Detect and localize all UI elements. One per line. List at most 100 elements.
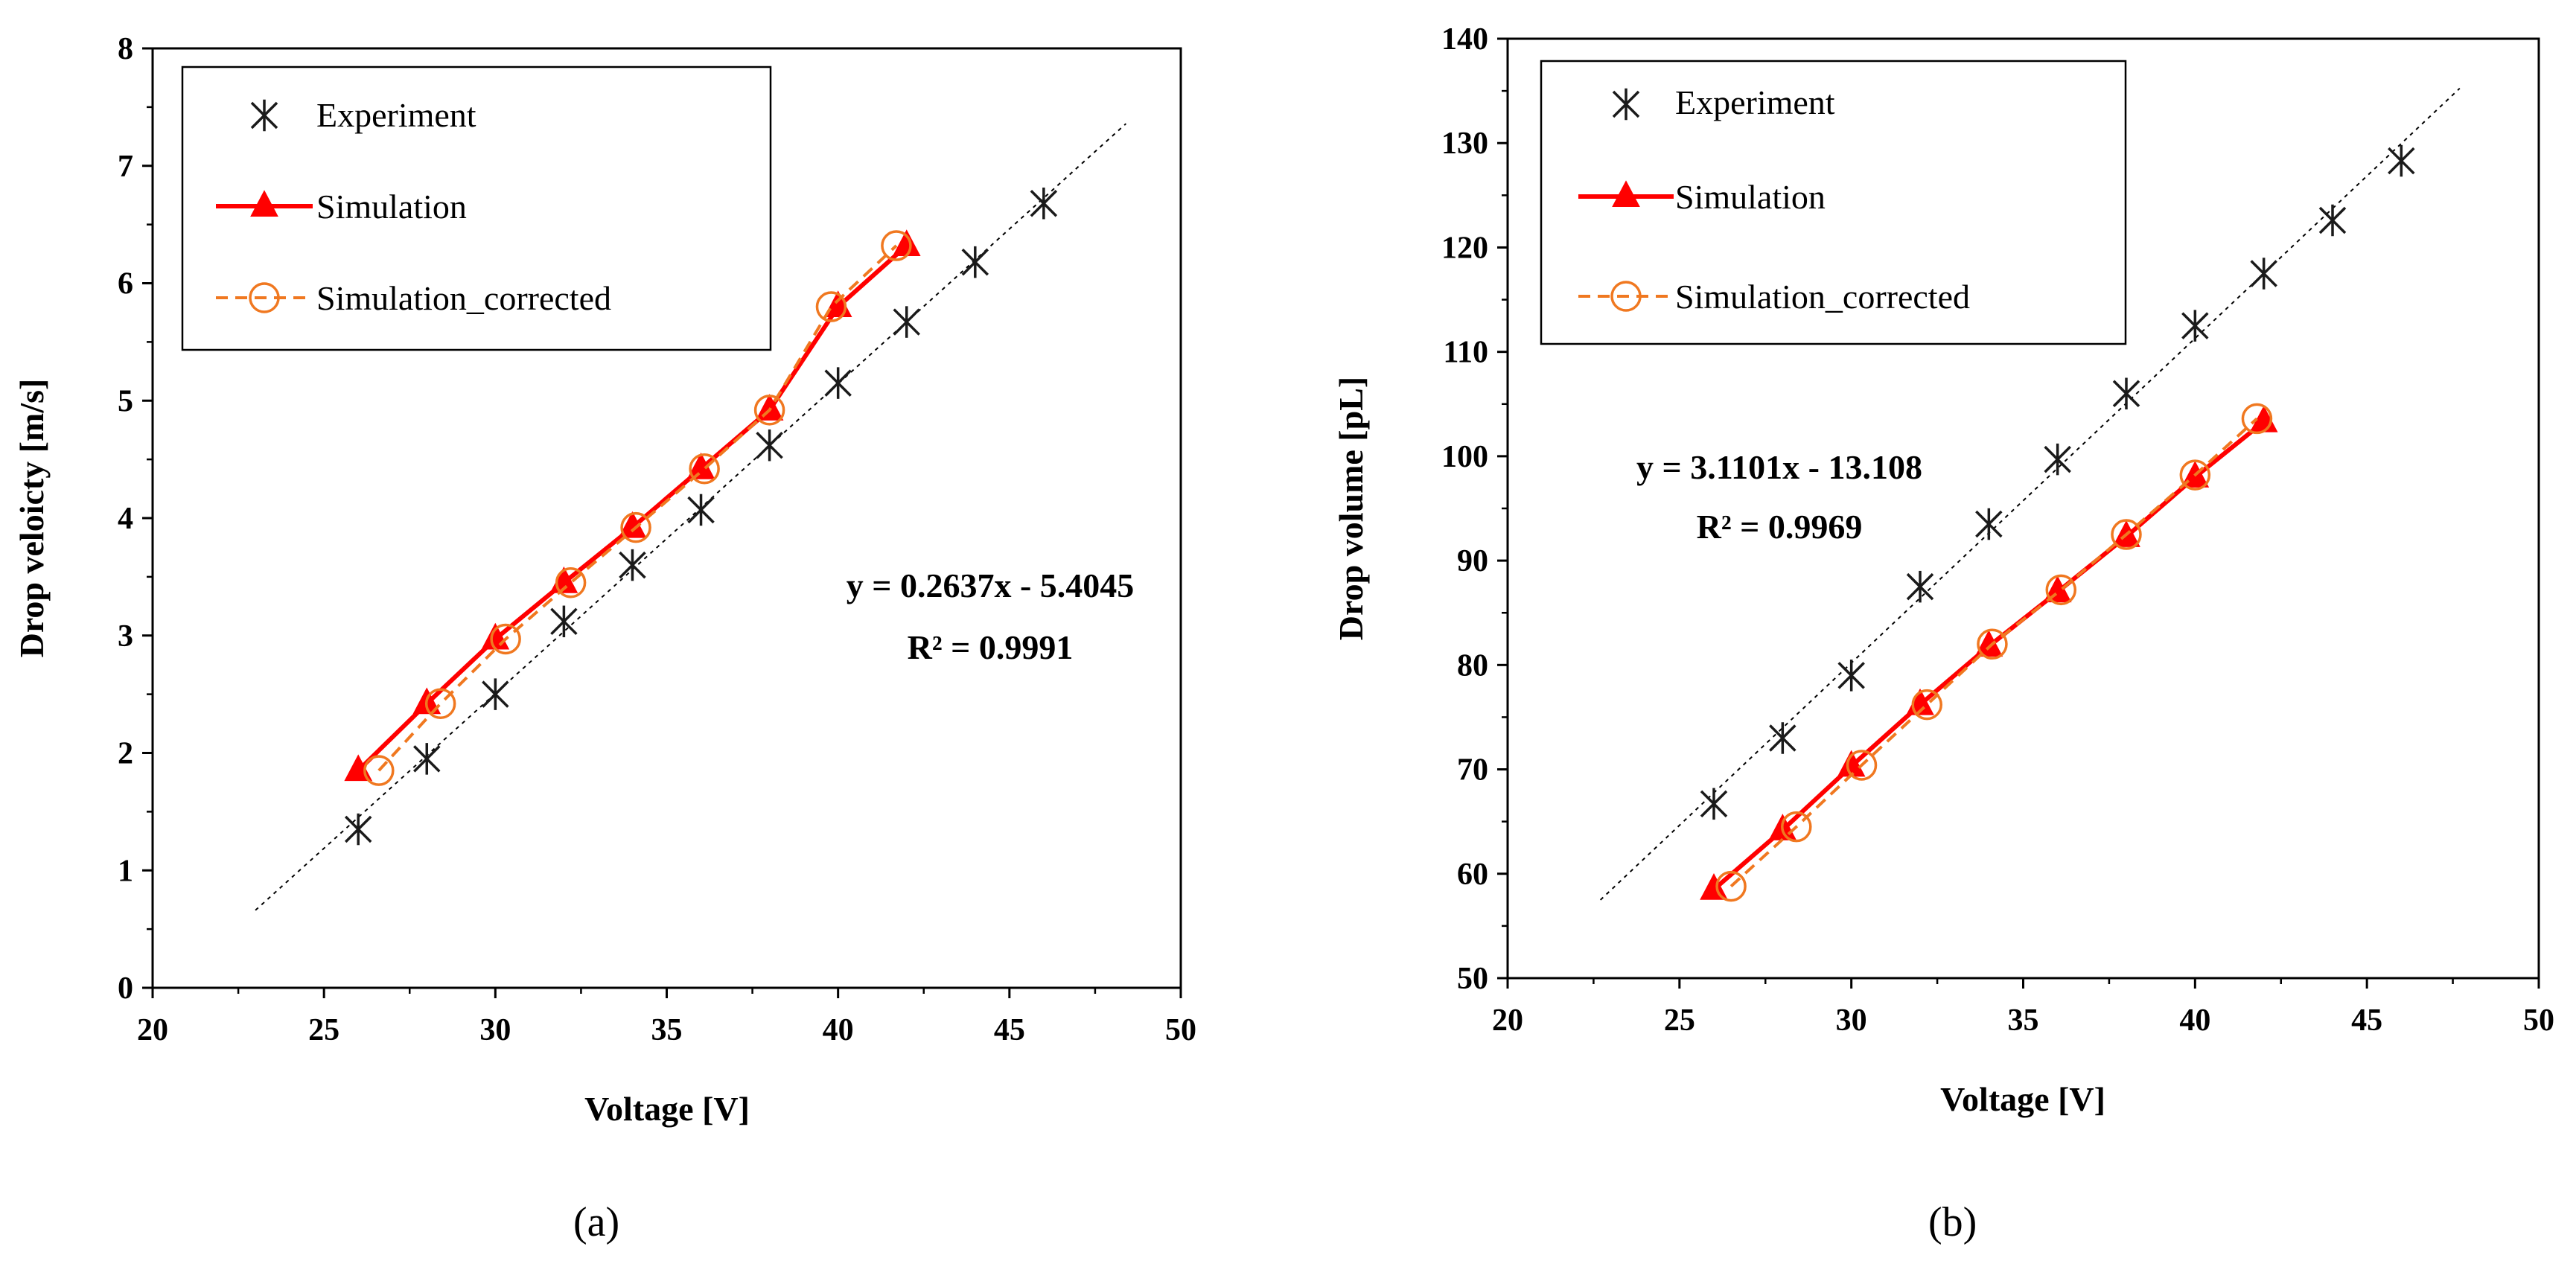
data-point-simulation-corrected [424, 688, 456, 719]
data-point-simulation-corrected [2111, 519, 2142, 550]
data-point-experiment [1030, 187, 1058, 220]
data-point-simulation-corrected [2045, 574, 2077, 606]
data-point-simulation-corrected [2179, 459, 2211, 491]
data-point-simulation-corrected [1977, 628, 2008, 660]
data-point-experiment [2181, 310, 2209, 342]
y-tick-label: 90 [1457, 544, 1488, 578]
panel-label-b: (b) [1928, 1199, 1977, 1245]
legend-circle-icon [249, 282, 280, 313]
data-point-simulation-corrected [753, 395, 785, 426]
x-tick-label: 35 [651, 1013, 683, 1047]
legend-simulation-marker [1578, 180, 1674, 207]
y-tick-label: 50 [1457, 962, 1488, 996]
x-tick-label: 35 [2008, 1003, 2039, 1038]
data-point-simulation-corrected [815, 291, 847, 322]
legend-experiment-label: Experiment [316, 96, 476, 134]
legend-triangle-icon [250, 190, 278, 217]
y-tick-label: 140 [1441, 22, 1488, 57]
chart-panel-b: 20 25 30 35 40 45 505060708090100110120130140 … [1332, 22, 2554, 1245]
legend-triangle-icon [1612, 180, 1640, 207]
data-point-experiment [2250, 258, 2277, 290]
x-tick-label: 25 [1664, 1003, 1695, 1038]
legend-simulation-corrected-marker [216, 282, 313, 313]
data-point-simulation-corrected [363, 755, 395, 786]
legend-circle-icon [1610, 281, 1642, 312]
legend-simulation-corrected-label: Simulation_corrected [316, 279, 611, 317]
series-experiment [1700, 144, 2415, 820]
data-point-simulation-corrected [1846, 750, 1878, 781]
data-point-experiment [550, 605, 578, 638]
legend-simulation-corrected-label: Simulation_corrected [1675, 278, 1970, 316]
x-tick-label: 30 [1836, 1003, 1867, 1038]
x-tick-label: 45 [994, 1013, 1025, 1047]
tick-marks [142, 47, 1182, 998]
series-simulation-corrected [1715, 403, 2273, 902]
data-point-simulation-corrected [1715, 870, 1747, 902]
legend: Experiment Simulation Simulation_correct… [181, 66, 772, 351]
series-experiment [344, 187, 1058, 846]
data-point-experiment [893, 306, 920, 338]
data-series [1700, 144, 2415, 902]
series-line-simulation-corrected [1729, 417, 2258, 888]
data-point-simulation-corrected [555, 567, 587, 598]
data-point-simulation-corrected [2241, 403, 2273, 435]
data-point-experiment [756, 429, 783, 462]
data-point-experiment [1837, 660, 1865, 692]
data-point-simulation [1974, 630, 2003, 657]
data-series [344, 187, 1058, 846]
data-point-simulation-corrected [1781, 811, 1812, 843]
series-line-simulation-corrected [377, 244, 898, 772]
data-point-experiment [961, 246, 989, 278]
data-point-simulation-corrected [689, 453, 720, 485]
legend-experiment-marker [1612, 88, 1640, 121]
series-simulation-corrected [363, 230, 912, 786]
data-point-simulation-corrected [620, 511, 651, 543]
legend-asterisk-icon [1612, 88, 1640, 121]
legend-experiment-marker [250, 99, 278, 132]
legend: Experiment Simulation Simulation_correct… [1540, 60, 2127, 345]
data-point-experiment [2388, 144, 2415, 177]
data-point-experiment [344, 813, 372, 846]
y-tick-label: 3 [118, 619, 133, 654]
data-point-experiment [2044, 443, 2071, 476]
x-tick-label: 20 [1492, 1003, 1523, 1038]
data-point-experiment [1906, 570, 1934, 603]
trendline [1599, 87, 2461, 901]
y-tick-label: 6 [118, 267, 133, 301]
data-point-experiment [1769, 722, 1796, 754]
data-point-simulation-corrected [490, 623, 521, 655]
trendline-line [1599, 87, 2461, 901]
data-point-simulation [892, 229, 921, 257]
data-point-simulation [2043, 575, 2072, 603]
x-tick-label: 40 [2179, 1003, 2210, 1038]
data-point-simulation [1700, 873, 1728, 900]
data-point-simulation [481, 622, 510, 650]
x-tick-label: 40 [823, 1013, 854, 1047]
data-point-experiment [1700, 788, 1728, 820]
y-tick-label: 4 [118, 502, 133, 536]
y-tick-label: 7 [118, 150, 133, 184]
data-point-experiment [619, 549, 646, 581]
x-axis-title: Voltage [V] [1940, 1080, 2105, 1118]
data-point-simulation-corrected [881, 230, 912, 261]
legend-simulation-label: Simulation [1675, 178, 1826, 216]
y-tick-label: 1 [118, 854, 133, 888]
data-point-experiment [413, 743, 441, 775]
data-point-experiment [687, 494, 715, 526]
legend-simulation-marker [216, 190, 313, 217]
legend-experiment-label: Experiment [1675, 83, 1835, 121]
x-tick-label: 20 [137, 1013, 168, 1047]
y-tick-label: 110 [1443, 336, 1488, 370]
data-point-experiment [482, 678, 509, 710]
y-axis-title: Drop volume [pL] [1332, 377, 1370, 640]
x-tick-label: 45 [2351, 1003, 2382, 1038]
y-tick-label: 70 [1457, 753, 1488, 788]
tick-labels: 20 25 30 35 40 45 50 50 60 70 80 90 100 110 120 130 140 [1441, 22, 2554, 1038]
y-tick-label: 5 [118, 384, 133, 418]
y-tick-label: 0 [118, 971, 133, 1006]
y-tick-label: 100 [1441, 440, 1488, 474]
legend-asterisk-icon [250, 99, 278, 132]
y-tick-label: 2 [118, 737, 133, 771]
